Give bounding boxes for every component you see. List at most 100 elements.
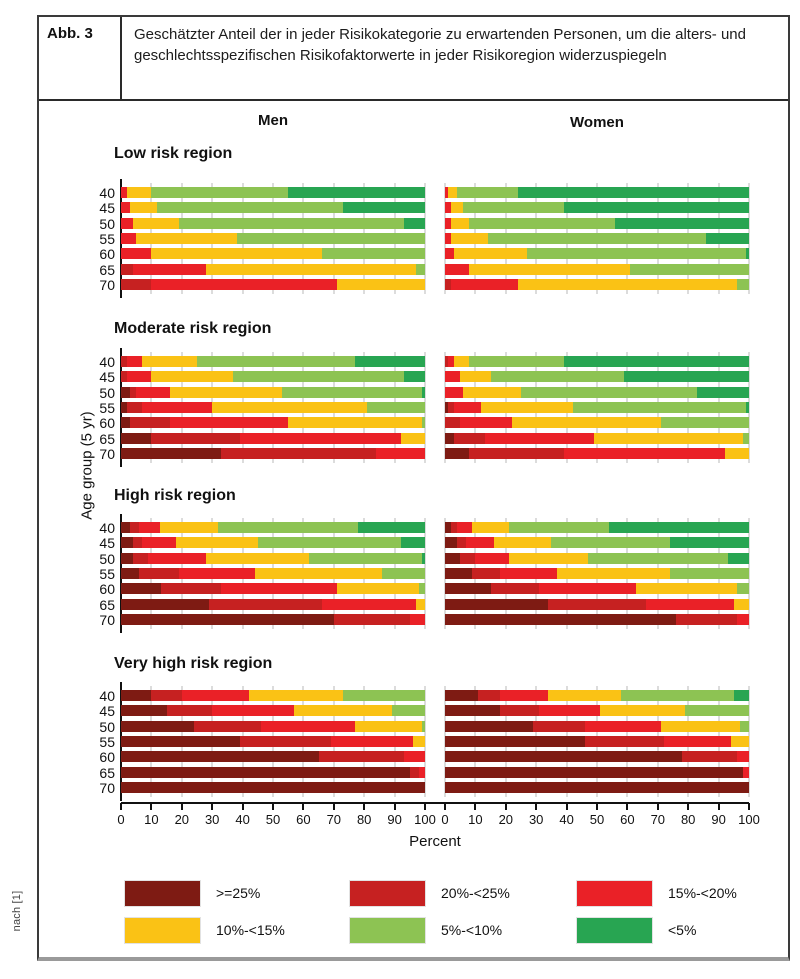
stacked-bar: [445, 217, 749, 229]
gridline: [424, 686, 426, 797]
bar-segment: [121, 187, 128, 198]
stacked-bar: [121, 202, 425, 214]
panel-men: 40 45 50 55 60 65 70: [99, 514, 426, 633]
age-tick-label: 65: [99, 596, 115, 613]
x-axis-tick: [424, 803, 426, 810]
bar-segment: [572, 401, 746, 413]
bar-segment: [448, 187, 458, 198]
bar-segment: [418, 766, 425, 778]
stacked-bar: [121, 401, 425, 413]
bar-segment: [445, 720, 534, 732]
stacked-bar: [121, 417, 425, 429]
bar-segment: [321, 598, 416, 610]
bar-segment: [142, 537, 176, 549]
x-axis-tick: [626, 803, 629, 810]
bar-segment: [151, 187, 289, 198]
stacked-bar: [121, 187, 425, 198]
bar-segment: [533, 720, 585, 732]
bar-segment: [520, 386, 698, 398]
bar-segment: [239, 735, 331, 747]
bar-segment: [469, 217, 616, 229]
bar-segment: [221, 447, 377, 459]
bar-segment: [621, 690, 734, 701]
bar-segment: [121, 232, 137, 244]
stacked-bar: [121, 567, 425, 579]
column-header-men: Men: [258, 112, 288, 129]
bar-segment: [400, 537, 425, 549]
x-tick-label: 100: [738, 812, 760, 827]
bar-segment: [257, 537, 401, 549]
bar-segment: [539, 705, 601, 717]
bar-segment: [421, 386, 425, 398]
legend-swatch: [349, 880, 426, 907]
bar-segment: [421, 552, 425, 564]
bar-segment: [469, 447, 564, 459]
stacked-bar: [445, 583, 749, 595]
bar-segment: [475, 552, 509, 564]
bar-segment: [457, 522, 473, 533]
bar-segment: [342, 690, 425, 701]
x-axis-tick: [717, 803, 720, 810]
bar-segment: [557, 567, 670, 579]
bar-segment: [445, 781, 749, 793]
bar-segment: [157, 202, 343, 214]
legend-label: 5%-<10%: [441, 922, 503, 938]
bar-segment: [630, 263, 749, 275]
bar-segment: [121, 583, 161, 595]
bar-segment: [563, 356, 749, 367]
stacked-bar: [445, 613, 749, 625]
bar-segment: [133, 552, 149, 564]
bar-segment: [682, 751, 737, 763]
bar-segment: [166, 705, 213, 717]
stacked-bar: [445, 766, 749, 778]
stacked-bar: [121, 217, 425, 229]
bar-segment: [676, 613, 737, 625]
bar-segment: [484, 432, 594, 444]
bar-segment: [421, 720, 425, 732]
age-tick-label: 45: [99, 535, 115, 552]
x-tick-label: 50: [265, 812, 281, 827]
bar-segment: [445, 217, 452, 229]
bar-segment: [151, 690, 182, 701]
bar-segment: [121, 537, 134, 549]
x-tick-label: 40: [235, 812, 250, 827]
bar-segment: [415, 263, 425, 275]
stacked-bar: [445, 705, 749, 717]
x-tick-label: 40: [559, 812, 574, 827]
x-tick-label: 90: [711, 812, 726, 827]
x-tick-label: 70: [326, 812, 342, 827]
stacked-bar: [445, 720, 749, 732]
bar-segment: [499, 690, 549, 701]
gridline: [748, 686, 750, 797]
bar-segment: [739, 720, 749, 732]
bar-segment: [121, 522, 131, 533]
bar-segment: [445, 248, 455, 260]
x-axis-tick: [565, 803, 568, 810]
column-header-women: Women: [570, 114, 624, 131]
bar-segment: [421, 417, 425, 429]
stacked-bar: [445, 371, 749, 383]
bar-segment: [160, 583, 222, 595]
age-tick-label: 65: [99, 430, 115, 447]
bar-segment: [445, 417, 461, 429]
panel-women: [444, 686, 750, 797]
bar-segment: [593, 432, 743, 444]
stacked-bar: [121, 552, 425, 564]
stacked-bar: [445, 781, 749, 793]
stacked-bar: [121, 735, 425, 747]
bar-segment: [706, 232, 749, 244]
bar-segment: [584, 735, 664, 747]
bar-segment: [409, 613, 425, 625]
bar-segment: [288, 187, 425, 198]
bar-segment: [499, 705, 540, 717]
stacked-bar: [121, 720, 425, 732]
x-tick-label: 100: [414, 812, 436, 827]
bar-segment: [121, 613, 334, 625]
panel-women: [444, 183, 750, 294]
bar-segment: [454, 401, 482, 413]
bar-segment: [548, 598, 646, 610]
age-tick-label: 70: [99, 611, 115, 628]
bar-segment: [445, 690, 479, 701]
stacked-bar: [445, 232, 749, 244]
